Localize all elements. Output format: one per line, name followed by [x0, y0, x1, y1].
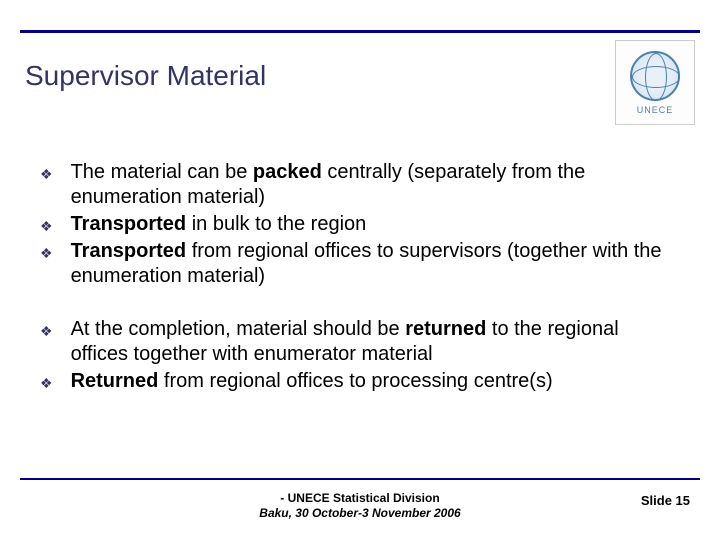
bottom-rule: [20, 478, 700, 480]
diamond-bullet-icon: ❖: [40, 375, 53, 393]
footer: - UNECE Statistical Division Baku, 30 Oc…: [0, 491, 720, 522]
content-area: ❖ The material can be packed centrally (…: [40, 160, 680, 422]
footer-org: - UNECE Statistical Division: [259, 491, 460, 507]
bullet-text: At the completion, material should be re…: [71, 317, 680, 367]
list-item: ❖ The material can be packed centrally (…: [40, 160, 680, 210]
unece-logo: UNECE: [615, 40, 695, 125]
list-item: ❖ At the completion, material should be …: [40, 317, 680, 367]
diamond-bullet-icon: ❖: [40, 323, 53, 341]
top-rule: [20, 30, 700, 33]
logo-label: UNECE: [637, 105, 674, 115]
list-item: ❖ Returned from regional offices to proc…: [40, 369, 680, 394]
footer-center: - UNECE Statistical Division Baku, 30 Oc…: [259, 491, 460, 522]
bullet-text: The material can be packed centrally (se…: [71, 160, 680, 210]
list-item: ❖ Transported from regional offices to s…: [40, 239, 680, 289]
diamond-bullet-icon: ❖: [40, 245, 53, 263]
slide-number: Slide 15: [641, 493, 690, 508]
bullet-text: Returned from regional offices to proces…: [71, 369, 553, 394]
bullet-group-2: ❖ At the completion, material should be …: [40, 317, 680, 394]
footer-location: Baku, 30 October-3 November 2006: [259, 506, 460, 522]
list-item: ❖ Transported in bulk to the region: [40, 212, 680, 237]
bullet-text: Transported in bulk to the region: [71, 212, 367, 237]
globe-icon: [630, 51, 680, 101]
slide-title: Supervisor Material: [25, 60, 266, 92]
diamond-bullet-icon: ❖: [40, 218, 53, 236]
diamond-bullet-icon: ❖: [40, 166, 53, 184]
bullet-group-1: ❖ The material can be packed centrally (…: [40, 160, 680, 289]
bullet-text: Transported from regional offices to sup…: [71, 239, 680, 289]
